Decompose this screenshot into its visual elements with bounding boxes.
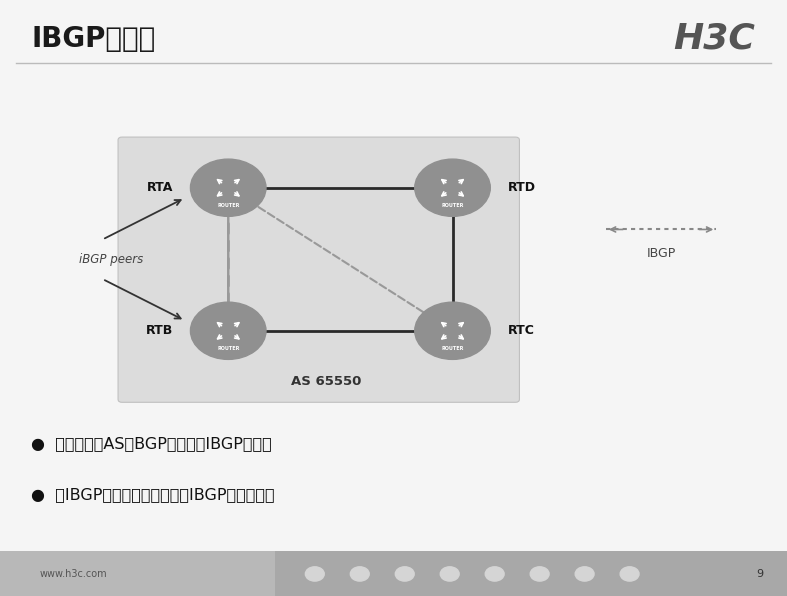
Text: www.h3c.com: www.h3c.com [39,569,107,579]
Text: ROUTER: ROUTER [442,346,464,351]
Text: 9: 9 [756,569,763,579]
Text: ROUTER: ROUTER [217,346,239,351]
Circle shape [350,567,369,581]
Text: ●  处于同一个AS的BGP对等体为IBGP对等体: ● 处于同一个AS的BGP对等体为IBGP对等体 [31,436,272,452]
Text: H3C: H3C [674,21,756,56]
Circle shape [415,159,490,216]
Text: RTB: RTB [146,324,173,337]
Circle shape [190,302,266,359]
Text: ROUTER: ROUTER [442,203,464,208]
Text: ROUTER: ROUTER [217,203,239,208]
FancyBboxPatch shape [0,551,787,596]
Text: AS 65550: AS 65550 [291,375,362,388]
FancyBboxPatch shape [118,137,519,402]
Circle shape [575,567,594,581]
Text: IBGP: IBGP [646,247,676,260]
FancyBboxPatch shape [0,551,275,596]
Text: IBGP对等体: IBGP对等体 [31,25,156,52]
Text: RTD: RTD [508,181,536,194]
Circle shape [530,567,549,581]
Text: RTA: RTA [146,181,173,194]
Text: ●  从IBGP获得的路由不向它的IBGP对等体发布: ● 从IBGP获得的路由不向它的IBGP对等体发布 [31,487,275,502]
Circle shape [190,159,266,216]
Circle shape [415,302,490,359]
Circle shape [486,567,504,581]
Circle shape [440,567,459,581]
Text: iBGP peers: iBGP peers [79,253,143,266]
Text: RTC: RTC [508,324,534,337]
Circle shape [395,567,414,581]
Circle shape [620,567,639,581]
Circle shape [305,567,324,581]
